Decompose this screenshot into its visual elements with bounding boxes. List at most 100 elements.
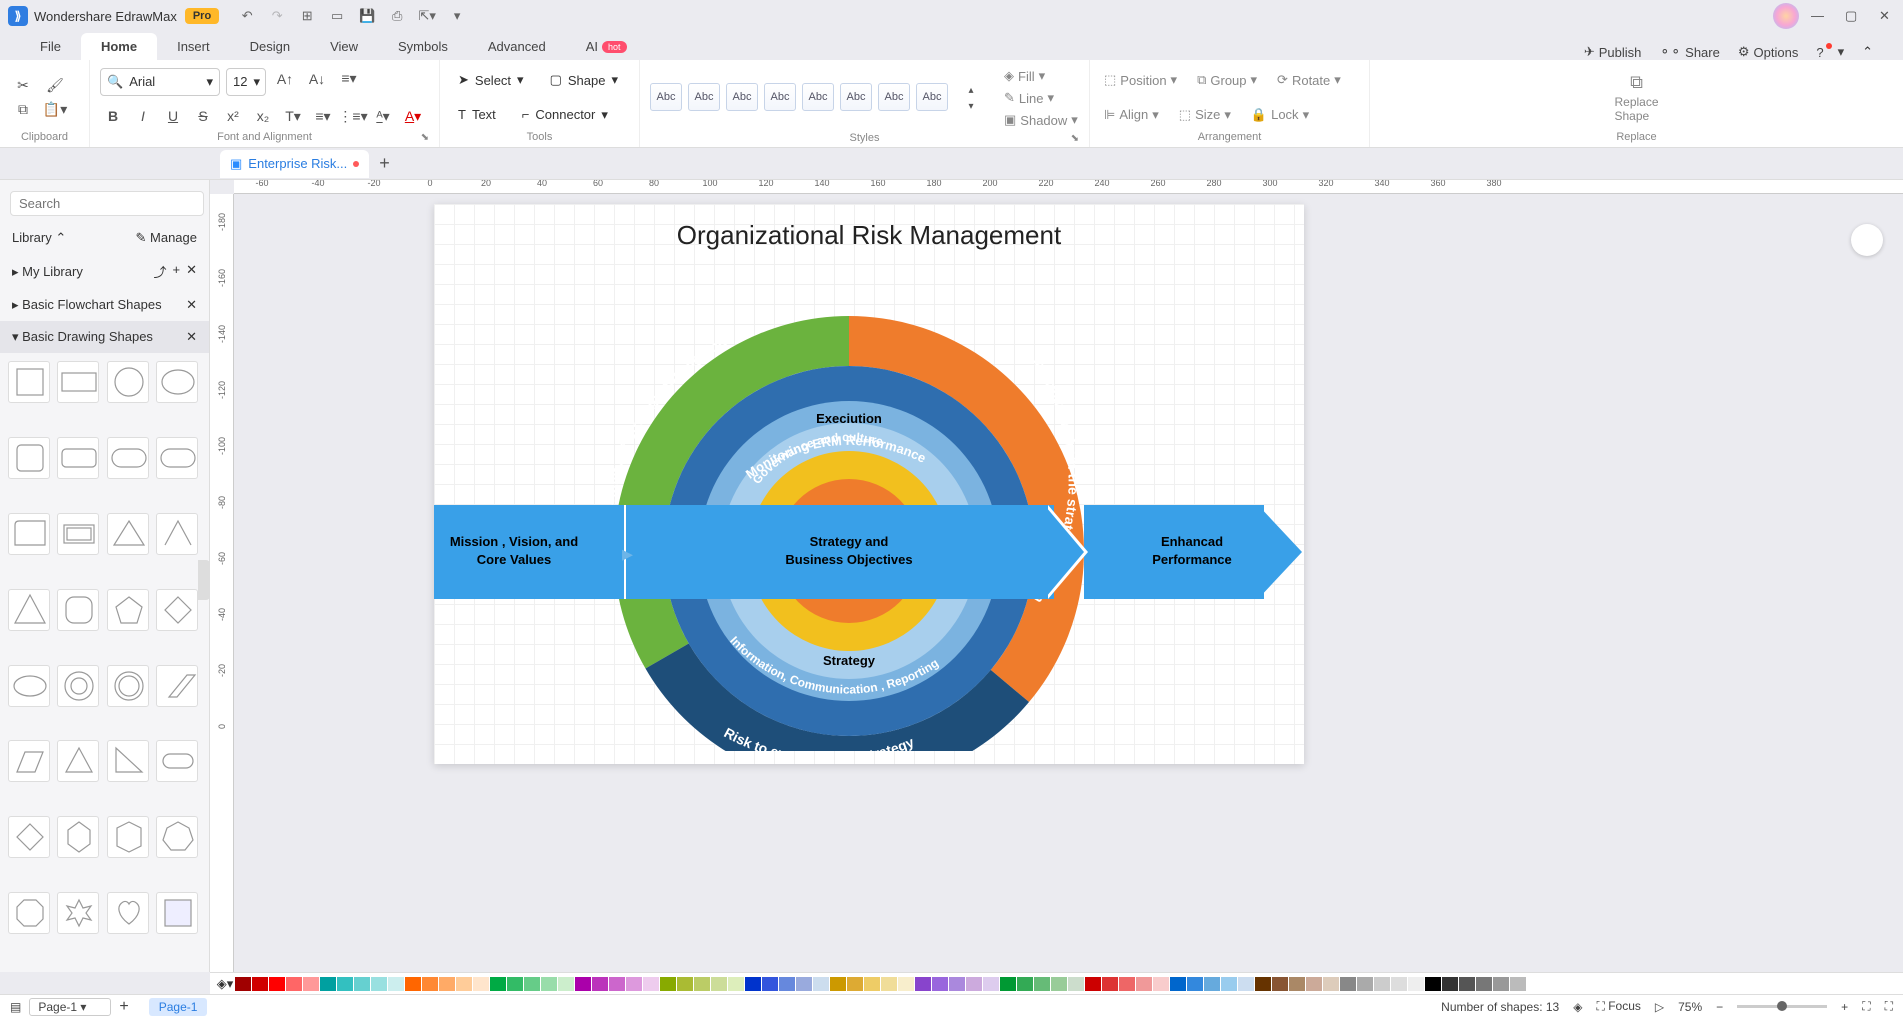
style-swatch[interactable]: Abc: [726, 83, 758, 111]
color-swatch[interactable]: [711, 977, 727, 991]
color-swatch[interactable]: [405, 977, 421, 991]
color-swatch[interactable]: [490, 977, 506, 991]
close-section-icon[interactable]: ✕: [186, 297, 197, 313]
user-avatar[interactable]: [1773, 3, 1799, 29]
shadow-button[interactable]: ▣Shadow▾: [1000, 110, 1082, 130]
layers-icon[interactable]: ◈: [1573, 1000, 1582, 1014]
shape-stencil[interactable]: [107, 892, 149, 934]
shape-stencil[interactable]: [8, 361, 50, 403]
color-swatch[interactable]: [813, 977, 829, 991]
color-swatch[interactable]: [847, 977, 863, 991]
print-icon[interactable]: ⎙: [389, 8, 405, 24]
font-size-select[interactable]: 12 ▾: [226, 68, 266, 96]
text-case-icon[interactable]: T▾: [280, 105, 306, 127]
color-swatch[interactable]: [354, 977, 370, 991]
color-swatch[interactable]: [830, 977, 846, 991]
shape-stencil[interactable]: [8, 589, 50, 631]
document-tab[interactable]: ▣ Enterprise Risk...: [220, 150, 369, 178]
lock-button[interactable]: 🔒Lock▾: [1247, 105, 1313, 125]
shape-stencil[interactable]: [156, 740, 198, 782]
group-button[interactable]: ⧉Group▾: [1193, 70, 1261, 90]
text-tool[interactable]: T Text: [450, 103, 504, 127]
shape-stencil[interactable]: [107, 816, 149, 858]
align-button[interactable]: ⊫Align▾: [1100, 105, 1163, 125]
fill-button[interactable]: ◈Fill▾: [1000, 66, 1082, 86]
color-swatch[interactable]: [609, 977, 625, 991]
shape-stencil[interactable]: [156, 816, 198, 858]
decrease-font-icon[interactable]: A↓: [304, 68, 330, 90]
color-swatch[interactable]: [728, 977, 744, 991]
color-swatch[interactable]: [1306, 977, 1322, 991]
collapse-icon[interactable]: ⌃: [55, 230, 66, 245]
shape-stencil[interactable]: [57, 740, 99, 782]
color-swatch[interactable]: [1204, 977, 1220, 991]
options-button[interactable]: ⚙ Options: [1738, 44, 1798, 60]
menu-advanced[interactable]: Advanced: [468, 33, 566, 60]
color-swatch[interactable]: [1102, 977, 1118, 991]
line-spacing-icon[interactable]: ≡▾: [310, 105, 336, 127]
color-swatch[interactable]: [864, 977, 880, 991]
gallery-down-icon[interactable]: ▾: [958, 99, 984, 113]
position-button[interactable]: ⬚Position▾: [1100, 70, 1181, 90]
color-swatch[interactable]: [422, 977, 438, 991]
style-swatch[interactable]: Abc: [802, 83, 834, 111]
color-swatch[interactable]: [1068, 977, 1084, 991]
collab-avatar[interactable]: [1851, 224, 1883, 256]
shape-stencil[interactable]: [107, 513, 149, 555]
export-icon[interactable]: ⇱▾: [419, 8, 435, 24]
color-swatch[interactable]: [1527, 977, 1543, 991]
redo-icon[interactable]: ↷: [269, 8, 285, 24]
shape-stencil[interactable]: [8, 437, 50, 479]
color-swatch[interactable]: [949, 977, 965, 991]
shape-stencil[interactable]: [107, 740, 149, 782]
style-swatch[interactable]: Abc: [764, 83, 796, 111]
shape-stencil[interactable]: [57, 437, 99, 479]
connector-tool[interactable]: ⌐ Connector▾: [514, 103, 616, 127]
highlight-icon[interactable]: ᴬ▾: [370, 105, 396, 127]
color-swatch[interactable]: [337, 977, 353, 991]
presentation-icon[interactable]: ▷: [1655, 1000, 1664, 1014]
color-swatch[interactable]: [966, 977, 982, 991]
superscript-icon[interactable]: x²: [220, 105, 246, 127]
symbol-search-input[interactable]: [10, 191, 204, 216]
shape-stencil[interactable]: [8, 892, 50, 934]
color-swatch[interactable]: [252, 977, 268, 991]
add-tab-button[interactable]: +: [379, 153, 390, 174]
color-swatch[interactable]: [779, 977, 795, 991]
shape-stencil[interactable]: [57, 665, 99, 707]
share-button[interactable]: ⚬⚬ Share: [1659, 44, 1720, 60]
shape-stencil[interactable]: [57, 589, 99, 631]
color-swatch[interactable]: [371, 977, 387, 991]
bold-icon[interactable]: B: [100, 105, 126, 127]
color-swatch[interactable]: [1493, 977, 1509, 991]
page-tab[interactable]: Page-1: [149, 998, 208, 1016]
shape-tool[interactable]: ▢ Shape▾: [542, 68, 626, 92]
font-family-select[interactable]: 🔍 Arial ▾: [100, 68, 220, 96]
shape-stencil[interactable]: [156, 437, 198, 479]
color-swatch[interactable]: [881, 977, 897, 991]
shape-stencil[interactable]: [57, 892, 99, 934]
save-icon[interactable]: 💾: [359, 8, 375, 24]
color-swatch[interactable]: [677, 977, 693, 991]
size-button[interactable]: ⬚Size▾: [1175, 105, 1235, 125]
color-swatch[interactable]: [1340, 977, 1356, 991]
color-swatch[interactable]: [983, 977, 999, 991]
menu-home[interactable]: Home: [81, 33, 157, 60]
menu-insert[interactable]: Insert: [157, 33, 230, 60]
shape-stencil[interactable]: [8, 816, 50, 858]
style-swatch[interactable]: Abc: [688, 83, 720, 111]
font-color-icon[interactable]: A▾: [400, 105, 426, 127]
sidebar-item-basic-flowchart[interactable]: ▸ Basic Flowchart Shapes ✕: [0, 289, 209, 321]
color-swatch[interactable]: [643, 977, 659, 991]
color-swatch[interactable]: [932, 977, 948, 991]
subscript-icon[interactable]: x₂: [250, 105, 276, 127]
shape-stencil[interactable]: [107, 665, 149, 707]
new-icon[interactable]: ⊞: [299, 8, 315, 24]
italic-icon[interactable]: I: [130, 105, 156, 127]
color-swatch[interactable]: [286, 977, 302, 991]
help-button[interactable]: ? ▾: [1816, 44, 1844, 60]
zoom-out-button[interactable]: −: [1716, 1000, 1723, 1014]
copy-icon[interactable]: ⧉: [10, 99, 36, 121]
color-swatch[interactable]: [1374, 977, 1390, 991]
collapse-ribbon-icon[interactable]: ⌃: [1862, 44, 1873, 60]
